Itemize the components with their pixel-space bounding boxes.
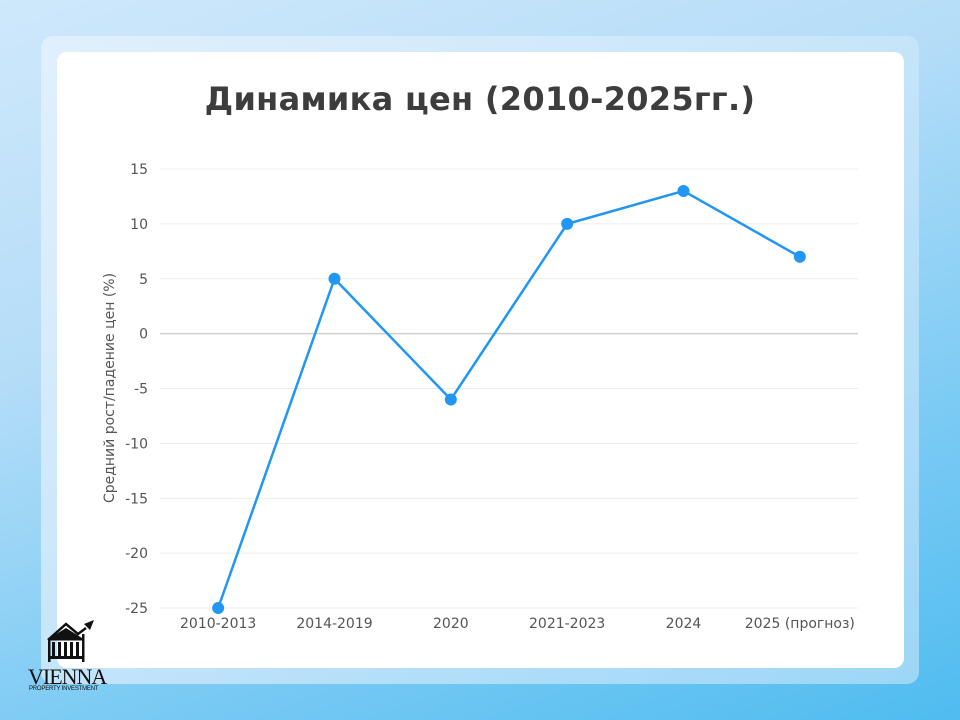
data-point [328, 272, 341, 285]
y-tick-label: -15 [125, 491, 148, 507]
x-tick-label: 2014-2019 [296, 616, 372, 632]
x-axis-ticks: 2010-2013 2014-2019 2020 2021-2023 2024 2025 … [180, 616, 855, 632]
data-point [677, 184, 690, 197]
gridlines [160, 168, 858, 609]
y-tick-label: -10 [125, 436, 148, 452]
logo-name: VIENNA [28, 664, 107, 689]
x-tick-label: 2010-2013 [180, 616, 256, 632]
y-tick-label: 0 [139, 327, 148, 343]
x-tick-label: 2025 (прогноз) [745, 616, 855, 632]
y-tick-label: 10 [130, 217, 148, 233]
y-tick-label: -20 [125, 546, 148, 562]
data-points [212, 184, 806, 614]
x-tick-label: 2021-2023 [529, 616, 605, 632]
y-axis-ticks: 15 10 5 0 -5 -10 -15 -20 -25 [125, 162, 148, 617]
y-tick-label: 5 [139, 272, 148, 288]
data-line [216, 189, 801, 609]
y-tick-label: 15 [130, 162, 148, 178]
data-point [793, 250, 806, 263]
chart-title: Динамика цен (2010-2025гг.) [204, 80, 756, 118]
chart-card [57, 52, 904, 668]
y-tick-label: -5 [134, 382, 148, 398]
logo-icon [47, 620, 94, 662]
logo-tagline: PROPERTY INVESTMENT [29, 686, 99, 692]
data-point [444, 393, 457, 406]
y-tick-label: -25 [125, 601, 148, 617]
x-tick-label: 2024 [666, 616, 702, 632]
x-tick-label: 2020 [433, 616, 469, 632]
data-point [212, 602, 225, 614]
data-point [561, 217, 574, 230]
